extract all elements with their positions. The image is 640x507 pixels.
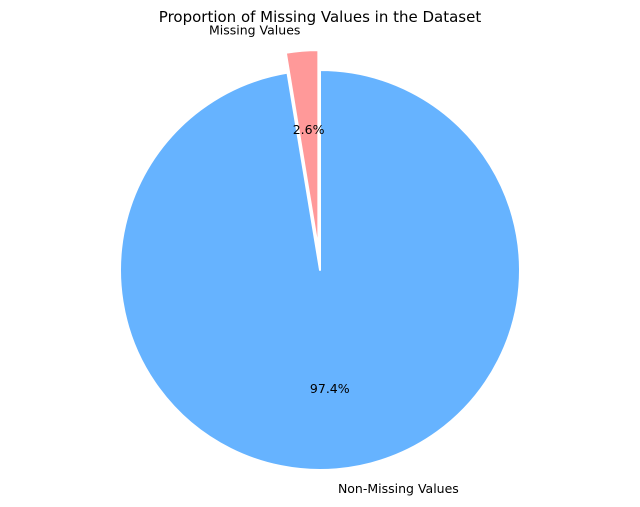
slice-label-non-missing-values: Non-Missing Values xyxy=(338,481,459,496)
slice-percent-non-missing-values: 97.4% xyxy=(310,381,350,396)
slice-percent-missing-values: 2.6% xyxy=(293,122,325,137)
pie-slice-non-missing-values xyxy=(119,69,521,471)
chart-title: Proportion of Missing Values in the Data… xyxy=(159,8,482,26)
pie-slice-missing-values xyxy=(284,49,320,252)
pie-slices xyxy=(119,49,521,471)
slice-label-missing-values: Missing Values xyxy=(209,22,300,37)
pie-labels: Missing Values 2.6% Non-Missing Values 97.4… xyxy=(209,22,459,495)
